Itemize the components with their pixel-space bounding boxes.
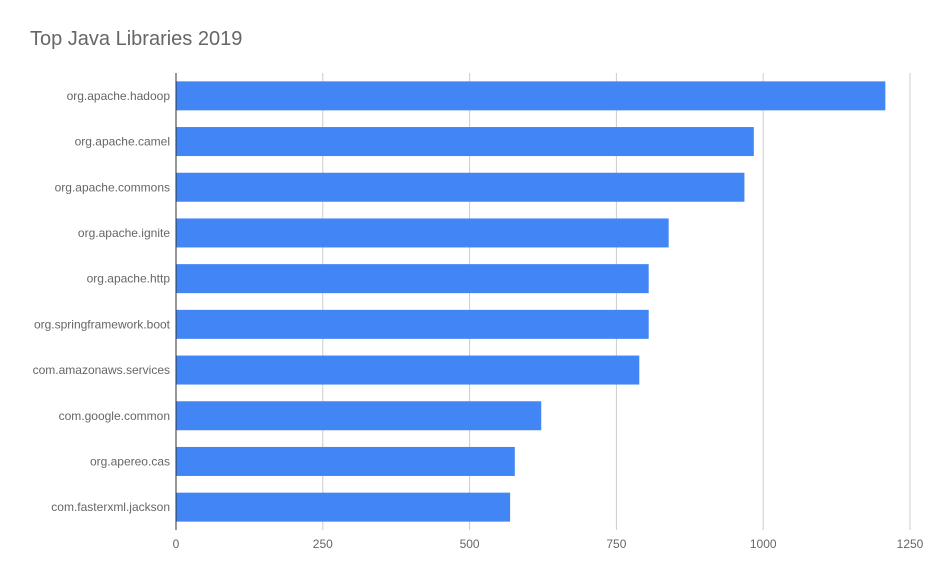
bar: [176, 81, 886, 111]
bar: [176, 218, 669, 248]
category-label: com.amazonaws.services: [33, 363, 170, 377]
category-label: org.apereo.cas: [90, 454, 170, 468]
bar: [176, 401, 542, 431]
category-label: org.apache.ignite: [78, 226, 170, 240]
bar: [176, 446, 515, 476]
x-tick-label: 500: [460, 537, 480, 551]
category-label: org.springframework.boot: [34, 317, 171, 331]
category-label: com.fasterxml.jackson: [51, 500, 170, 514]
bar: [176, 492, 511, 522]
bar: [176, 172, 745, 202]
chart-title: Top Java Libraries 2019: [30, 28, 243, 50]
bar: [176, 309, 649, 339]
bar: [176, 127, 754, 157]
category-label: org.apache.hadoop: [67, 89, 171, 103]
category-label: org.apache.camel: [75, 135, 170, 149]
category-label: org.apache.http: [87, 272, 171, 286]
category-label: com.google.common: [59, 409, 170, 423]
bar: [176, 355, 640, 385]
x-tick-label: 750: [606, 537, 626, 551]
category-label: org.apache.commons: [55, 180, 170, 194]
bar: [176, 264, 649, 294]
x-tick-label: 0: [173, 537, 180, 551]
x-tick-label: 1250: [897, 537, 924, 551]
x-tick-label: 1000: [750, 537, 777, 551]
x-tick-label: 250: [313, 537, 333, 551]
